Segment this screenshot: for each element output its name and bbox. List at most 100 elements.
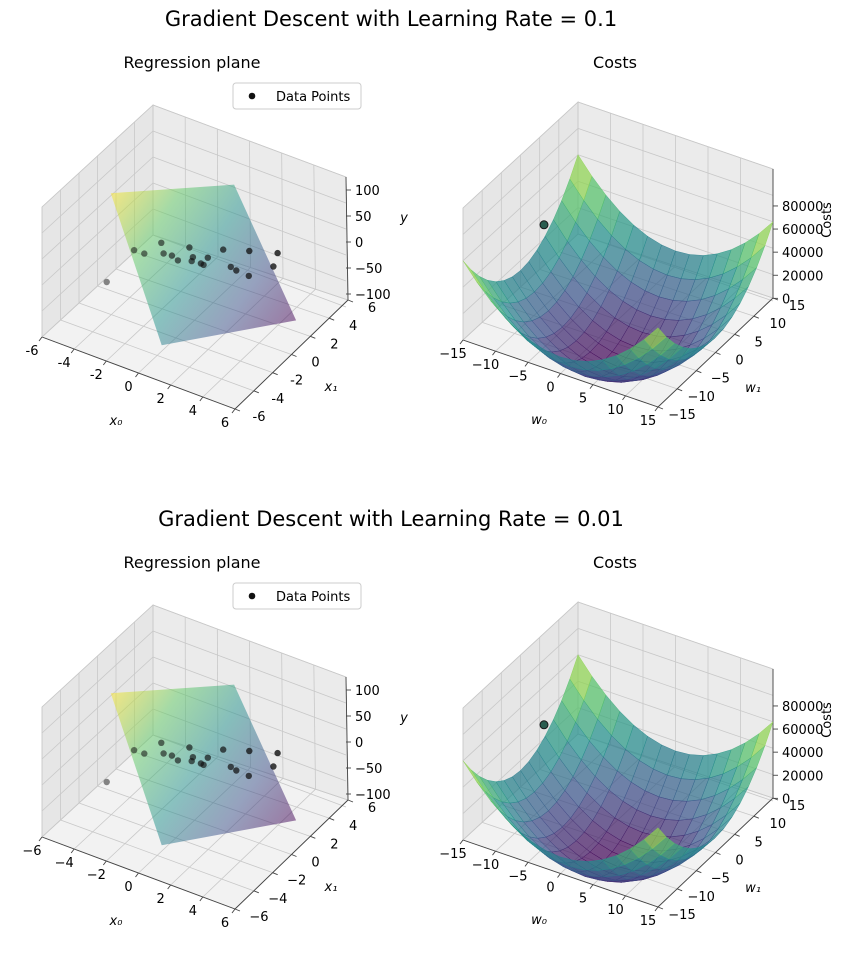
panel-2-regression-data-point	[168, 752, 176, 759]
panel-2-costs-ztick-label: 20000	[782, 769, 823, 784]
panel-1-costs-cost-surface	[462, 154, 774, 383]
panel-2-costs-xtick-label: −10	[472, 858, 499, 873]
panel-1-regression-data-point	[204, 254, 211, 261]
panel-2-regression-ytick-label: 4	[349, 819, 357, 834]
panel-2-costs-gridline	[577, 654, 774, 723]
panel-1-regression-xtick-mark	[135, 372, 139, 378]
panel-2-regression-ytick-label: −4	[268, 892, 287, 907]
panel-2-regression-ytick-label: 0	[311, 856, 319, 871]
panel-2-costs-surface-patch	[462, 760, 486, 792]
panel-1-costs-ytick-label: −10	[687, 390, 714, 405]
panel-1-regression-zlabel: y	[399, 211, 408, 226]
panel-2-regression-ytick-mark	[234, 908, 241, 912]
panel-2-costs-xlabel: w₀	[531, 913, 548, 928]
panel-1-costs-ztick-label: 0	[782, 292, 790, 307]
panel-2-regression-ztick-label: −100	[355, 788, 391, 803]
panel-1-costs-gridline	[577, 128, 774, 196]
panel-2-regression-xtick-label: −6	[22, 844, 41, 859]
panel-2-regression-title: Regression plane	[124, 553, 261, 572]
panel-1-regression-ztick-label: 100	[355, 184, 380, 199]
panel-1-regression-data-point	[233, 267, 240, 274]
panel-2-regression-data-point	[227, 763, 234, 771]
panel-2-costs-gridline	[462, 654, 579, 762]
panel-1-costs-gridline	[462, 101, 579, 209]
panel-2-costs-xtick-mark	[524, 862, 529, 867]
panel-2-costs-ytick-mark	[734, 833, 740, 837]
panel-2-costs-title: Costs	[593, 553, 637, 572]
panel-2-costs-xtick-mark	[654, 906, 659, 912]
panel-2-costs-ytick-mark	[657, 906, 664, 910]
panel-2-regression-data-point	[220, 746, 227, 753]
panel-1-regression-data-point	[188, 257, 195, 265]
panel-2-regression-data-point	[174, 757, 182, 764]
panel-1-regression-data-point	[270, 263, 277, 270]
panel-2-regression-ytick-mark	[310, 835, 316, 839]
panel-1-costs-xtick-label: 0	[546, 381, 554, 396]
panel-1-regression-xtick-mark	[70, 348, 75, 354]
panel-1-costs-ytick-mark	[753, 315, 760, 319]
panel-2-regression-gridline	[41, 604, 154, 708]
panel-1-costs-xtick-label: 15	[640, 414, 657, 429]
panel-2-regression-xtick-mark	[70, 848, 75, 854]
panel-1-regression-ztick-label: −100	[355, 288, 391, 303]
panel-1-regression-data-point	[197, 260, 205, 267]
panel-1-regression-ztick-label: −50	[355, 262, 382, 277]
panel-2-costs-gridline	[462, 601, 579, 709]
panel-1-regression-ytick-label: 0	[311, 356, 319, 371]
suptitle-1: Gradient Descent with Learning Rate = 0.…	[165, 7, 617, 31]
panel-2-regression-xtick-label: −4	[55, 856, 74, 871]
panel-2-regression-data-point	[246, 747, 253, 755]
panel-1-costs-ylabel: w₁	[745, 381, 761, 396]
panel-2-regression-legend-box	[232, 582, 362, 610]
panel-1-regression-xtick-label: -4	[58, 356, 71, 371]
panel-1-regression-data-point	[168, 252, 176, 259]
panel-2-regression-xtick-label: −2	[87, 868, 106, 883]
panel-2-costs-gradient-path-marker	[539, 720, 549, 730]
panel-2-costs-xtick-label: 0	[546, 881, 554, 896]
panel-1-costs-ytick-mark	[657, 406, 664, 410]
panel-1-costs-ztick-label: 60000	[782, 223, 823, 238]
panel-2-costs-ztick-label: 0	[782, 792, 790, 807]
panel-2-regression-ztick-label: −50	[355, 762, 382, 777]
panel-2-regression-ytick-mark	[291, 854, 297, 857]
panel-1-regression-xtick-label: -6	[26, 344, 39, 359]
panel-2-regression-data-point	[158, 739, 165, 746]
panel-2-regression-data-point	[197, 760, 205, 767]
panel-2-costs-xtick-label: 10	[607, 903, 624, 918]
panel-2-regression-legend-marker	[248, 592, 256, 600]
panel-2-regression-data-point	[270, 763, 277, 770]
panel-1-regression-gridline	[41, 130, 154, 234]
panel-2-regression-data-point	[274, 749, 281, 757]
panel-1-regression-xtick-label: 4	[189, 404, 197, 419]
panel-1-regression-ytick-mark	[347, 299, 354, 303]
panel-1-regression-xtick-mark	[167, 384, 172, 390]
panel-2-regression-xtick-mark	[167, 884, 172, 890]
panel-1-costs-xtick-mark	[557, 373, 561, 378]
panel-2-costs-xtick-label: −5	[508, 869, 527, 884]
panel-1-regression-xtick-mark	[38, 336, 43, 342]
panel-1-regression-xtick-mark	[231, 408, 236, 414]
panel-1-costs-gradient-path-marker	[539, 220, 549, 230]
panel-1-costs-ytick-label: 5	[755, 335, 763, 350]
panel-2-regression-gridline	[313, 664, 316, 790]
panel-1-costs-ytick-mark	[676, 388, 683, 392]
panel-1-costs-gridline	[577, 154, 774, 223]
panel-1-costs-ztick-label: 80000	[782, 200, 823, 215]
panel-1-costs-gridline	[577, 101, 774, 170]
panel-2-regression-xtick-mark	[102, 860, 107, 866]
panel-1-regression-ztick-label: 0	[355, 236, 363, 251]
panel-2-regression-xtick-label: 4	[189, 904, 197, 919]
panel-2-regression-xtick-mark	[199, 896, 204, 902]
panel-1-costs-surface-patch	[462, 260, 486, 292]
panel-1-regression-gridline	[313, 164, 316, 290]
panel-1-costs-xtick-mark	[654, 406, 659, 412]
panel-2-regression-gridline	[41, 630, 154, 734]
panel-1-costs-gridline	[462, 128, 579, 235]
panel-2-regression-ytick-label: 6	[368, 801, 376, 816]
panel-2-regression-data-point	[233, 767, 240, 774]
panel-2-regression-ytick-mark	[253, 890, 260, 894]
panel-1-regression-ytick-label: -6	[253, 410, 266, 425]
panel-1-regression-data-point	[174, 257, 182, 264]
panel-1-costs-xtick-label: −15	[439, 347, 466, 362]
panel-1-regression-ytick-mark	[234, 408, 241, 412]
